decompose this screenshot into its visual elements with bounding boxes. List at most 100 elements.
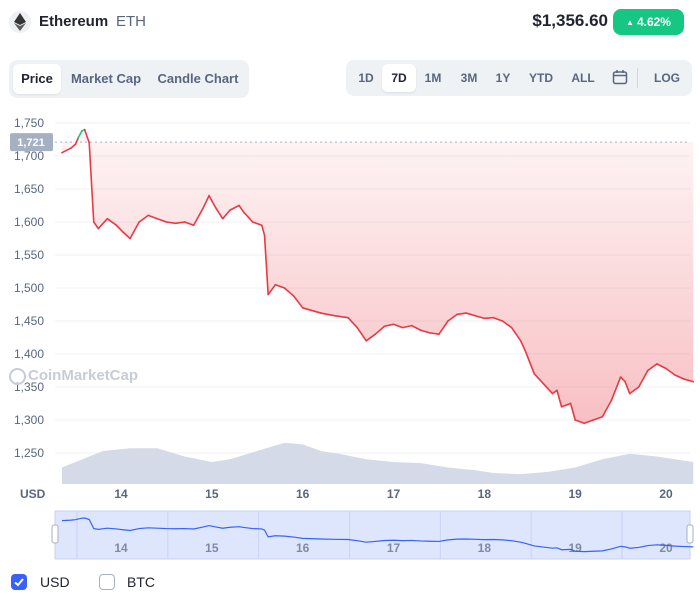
y-axis-unit-label: USD <box>20 487 46 501</box>
price-line-segment <box>122 231 131 240</box>
price-line-segment <box>401 324 413 329</box>
price-line-segment <box>569 402 576 421</box>
price-line-segment <box>637 369 649 388</box>
price-line-segment <box>283 287 295 297</box>
chart-type-tabs: Price Market Cap Candle Chart <box>9 60 249 98</box>
navigator-right-handle <box>686 524 694 544</box>
price-line-segment <box>229 204 240 211</box>
price-line-segment <box>647 363 658 372</box>
price-change-value: 4.62% <box>636 15 671 29</box>
price-line-segment <box>106 217 118 227</box>
price-line-segment <box>165 221 177 225</box>
range-1m[interactable]: 1M <box>424 71 442 85</box>
price-line-segment <box>533 372 545 385</box>
price-line-segment <box>438 320 449 335</box>
y-tick-label: 1,550 <box>14 248 44 262</box>
price-line-segment <box>183 221 195 227</box>
price-line-segment <box>242 211 254 223</box>
price-line-segment <box>88 141 95 223</box>
price-line-segment <box>519 340 527 352</box>
price-line-segment <box>674 374 685 380</box>
range-ytd[interactable]: YTD <box>529 71 553 85</box>
price-line-segment <box>292 295 304 309</box>
navigator-x-label: 20 <box>659 541 673 555</box>
price-line-segment <box>74 136 80 145</box>
current-price: $1,356.60 <box>532 11 608 30</box>
price-line-segment <box>429 332 440 335</box>
navigator-x-label: 17 <box>387 541 401 555</box>
y-tick-label: 1,400 <box>14 347 44 361</box>
price-change-badge: ▲ 4.62% <box>613 9 684 35</box>
price-line-segment <box>138 214 150 223</box>
price-line-segment <box>419 329 431 334</box>
price-line-segment <box>356 326 368 342</box>
calendar-icon[interactable] <box>604 64 636 92</box>
price-line-segment <box>524 349 536 375</box>
price-line-segment <box>510 326 522 342</box>
price-line-segment <box>320 312 336 317</box>
price-line-segment <box>483 316 495 320</box>
price-line-segment <box>260 224 266 236</box>
navigator-left-handle <box>51 524 59 544</box>
volume-area <box>61 442 694 484</box>
price-line-segment <box>215 208 224 220</box>
coin-symbol: ETH <box>116 13 146 30</box>
ethereum-logo-icon <box>9 11 31 33</box>
tab-price[interactable]: Price <box>13 64 61 94</box>
price-line-segment <box>221 209 231 220</box>
price-line-segment <box>628 386 640 395</box>
navigator-x-label: 18 <box>478 541 492 555</box>
price-line-segment <box>456 312 467 316</box>
range-3m[interactable]: 3M <box>460 71 478 85</box>
tab-market-cap[interactable]: Market Cap <box>70 71 142 86</box>
price-chart: 1,750 1,700 1,650 1,600 1,550 1,500 1,450 1,400… <box>10 116 695 560</box>
price-line-segment <box>601 399 613 418</box>
x-tick-label: 19 <box>568 487 582 501</box>
time-range-tabs: 1D 7D 1M 3M 1Y YTD ALL LOG <box>346 60 692 96</box>
price-line-segment <box>383 323 395 328</box>
price-line-segment <box>492 316 504 322</box>
price-line-segment <box>263 234 269 296</box>
price-line-segment <box>115 224 124 233</box>
usd-checkbox[interactable] <box>11 574 27 590</box>
price-line-segment <box>551 389 558 395</box>
y-tick-label: 1,500 <box>14 281 44 295</box>
range-7d[interactable]: 7D <box>382 64 416 92</box>
navigator-x-label: 19 <box>568 541 582 555</box>
range-all[interactable]: ALL <box>571 71 595 85</box>
navigator-x-label: 15 <box>205 541 219 555</box>
price-line-segment <box>208 194 213 202</box>
price-line-segment <box>61 147 72 154</box>
price-line-segment <box>251 221 263 227</box>
price-line-segment <box>610 376 622 402</box>
price-line-segment <box>619 376 626 383</box>
coinmarketcap-watermark: CoinMarketCap <box>9 367 138 385</box>
x-tick-label: 20 <box>659 487 673 501</box>
range-1d[interactable]: 1D <box>358 71 374 85</box>
range-log[interactable]: LOG <box>654 71 680 85</box>
y-tick-label: 1,750 <box>14 116 44 130</box>
x-tick-label: 14 <box>114 487 128 501</box>
price-line-segment <box>83 128 91 144</box>
price-line-segment <box>333 314 349 319</box>
y-tick-label: 1,300 <box>14 413 44 427</box>
range-1y[interactable]: 1Y <box>495 71 511 85</box>
price-line-segment <box>374 325 386 335</box>
price-line-segment <box>211 200 218 210</box>
price-line-segment <box>274 283 286 289</box>
price-line-segment <box>665 367 676 376</box>
navigator-line <box>61 517 694 553</box>
range-separator <box>637 68 638 88</box>
price-line-segment <box>574 419 586 425</box>
tab-candle-chart[interactable]: Candle Chart <box>157 71 239 86</box>
y-tick-label: 1,250 <box>14 446 44 460</box>
price-line-segment <box>592 415 604 421</box>
price-line-segment <box>147 214 159 220</box>
price-line-segment <box>560 402 572 408</box>
price-line-segment <box>624 380 631 395</box>
price-line-segment <box>542 382 554 395</box>
btc-checkbox[interactable] <box>99 574 115 590</box>
triangle-up-icon: ▲ <box>626 18 634 27</box>
price-line-segment <box>267 283 277 296</box>
price-line-segment <box>97 217 109 230</box>
